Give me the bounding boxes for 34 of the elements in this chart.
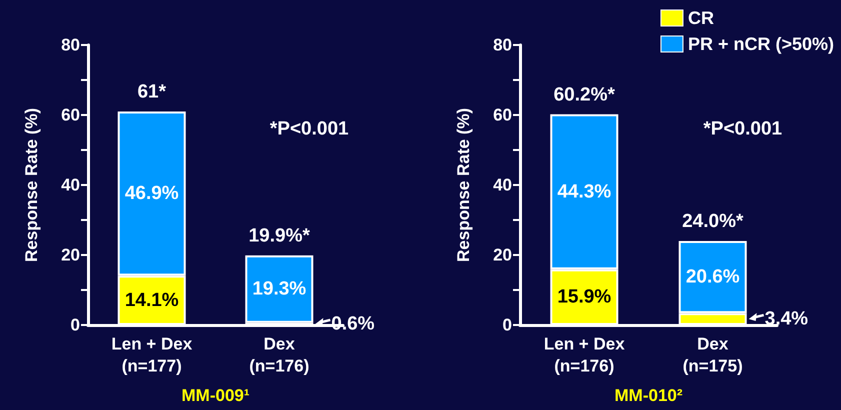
y-tick-label: 20 — [61, 246, 80, 264]
y-tick-label: 20 — [493, 246, 512, 264]
legend-label: CR — [688, 8, 714, 28]
y-tick-label: 80 — [61, 36, 80, 54]
legend-label: PR + nCR (>50%) — [688, 34, 834, 54]
data-label: 15.9% — [557, 286, 612, 308]
y-tick-label: 40 — [61, 176, 80, 194]
total-label: 24.0%* — [682, 211, 744, 232]
data-label: 46.9% — [124, 183, 179, 204]
y-tick-label: 0 — [70, 316, 80, 334]
x-axis-title: MM-009¹ — [181, 386, 250, 405]
y-axis-title: Response Rate (%) — [454, 108, 473, 262]
data-label: 19.3% — [252, 278, 306, 300]
annotation: *P<0.001 — [703, 118, 783, 140]
x-axis-title: MM-010² — [614, 386, 683, 405]
data-label: 3.4% — [764, 308, 808, 330]
y-tick-label: 80 — [493, 36, 512, 54]
y-tick-label: 60 — [493, 106, 512, 124]
x-tick-label: Dex (n=175) — [682, 334, 743, 376]
x-tick-label: Len + Dex (n=176) — [544, 334, 626, 376]
y-tick-label: 40 — [493, 176, 512, 194]
bar — [245, 255, 314, 323]
data-label: 44.3% — [557, 181, 612, 202]
y-axis-title: Response Rate (%) — [22, 108, 41, 262]
data-label: 20.6% — [686, 266, 740, 288]
annotation: *P<0.001 — [270, 118, 350, 140]
x-tick-label: Dex (n=176) — [249, 334, 310, 376]
total-label: 60.2%* — [554, 84, 616, 106]
y-tick-label: 0 — [502, 316, 512, 334]
data-label: 14.1% — [124, 290, 179, 311]
x-tick-label: Len + Dex (n=177) — [111, 334, 193, 376]
total-label: 61* — [137, 82, 167, 102]
total-label: 19.9%* — [248, 225, 310, 246]
y-tick-label: 60 — [61, 106, 80, 124]
